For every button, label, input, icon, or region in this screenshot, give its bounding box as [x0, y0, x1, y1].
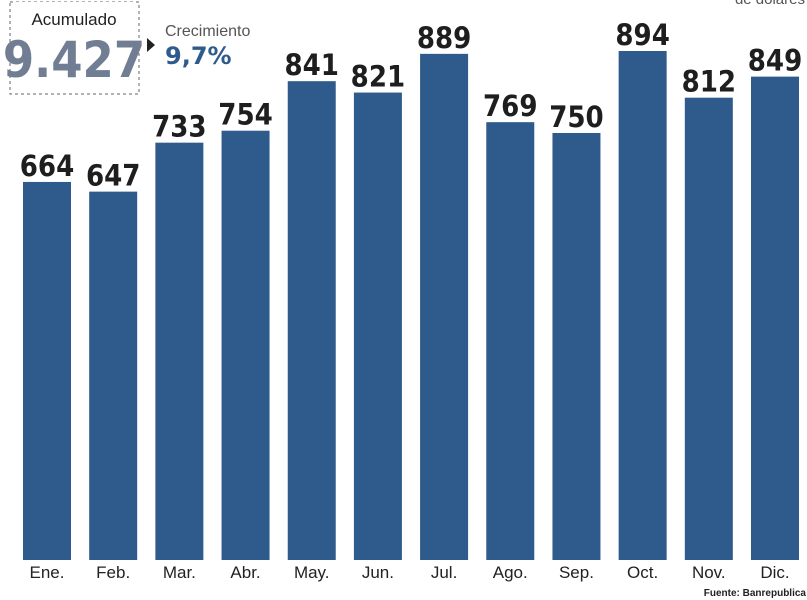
value-label: 889 — [417, 21, 471, 55]
x-tick-label: Jul. — [431, 563, 457, 582]
bar — [618, 51, 667, 560]
value-label: 769 — [483, 89, 537, 123]
growth-value: 9,7% — [165, 42, 232, 70]
accumulated-tab — [14, 2, 134, 30]
value-label: 750 — [549, 100, 603, 134]
bar — [89, 191, 138, 560]
bar — [684, 97, 733, 560]
bar — [23, 181, 71, 560]
accumulated-box — [9, 1, 140, 95]
x-tick-label: Jun. — [362, 563, 394, 582]
bar — [287, 81, 336, 561]
bar — [353, 92, 402, 561]
value-label: 849 — [748, 44, 802, 78]
growth-label: Crecimiento — [165, 23, 250, 40]
accumulated-label: Acumulado — [31, 10, 116, 29]
x-tick-label: May. — [294, 563, 330, 582]
value-label: 812 — [682, 65, 736, 99]
bar — [420, 53, 469, 561]
x-tick-label: Sep. — [559, 563, 594, 582]
bar — [552, 132, 601, 560]
x-tick-label: Mar. — [163, 563, 196, 582]
source: Fuente: Banrepublica — [704, 588, 807, 599]
x-tick-label: Ene. — [30, 563, 65, 582]
value-label: 841 — [284, 48, 338, 82]
accumulated-value: 9.427 — [3, 31, 145, 89]
x-tick-label: Ago. — [493, 563, 528, 582]
bar — [751, 76, 799, 561]
x-tick-label: Abr. — [230, 563, 260, 582]
x-tick-label: Oct. — [627, 563, 658, 582]
value-label: 894 — [615, 18, 669, 52]
pointer-arrow — [147, 38, 155, 52]
bar — [155, 142, 204, 561]
bar — [221, 130, 270, 560]
value-label: 821 — [351, 60, 405, 94]
value-label: 754 — [218, 98, 272, 132]
x-tick-label: Dic. — [760, 563, 789, 582]
x-tick-label: Feb. — [96, 563, 130, 582]
x-tick-label: Nov. — [692, 563, 726, 582]
chart-subtitle: de dólares — [735, 0, 805, 8]
value-label: 664 — [20, 149, 74, 183]
value-label: 647 — [86, 159, 140, 193]
value-label: 733 — [152, 110, 206, 144]
bar — [486, 122, 535, 560]
